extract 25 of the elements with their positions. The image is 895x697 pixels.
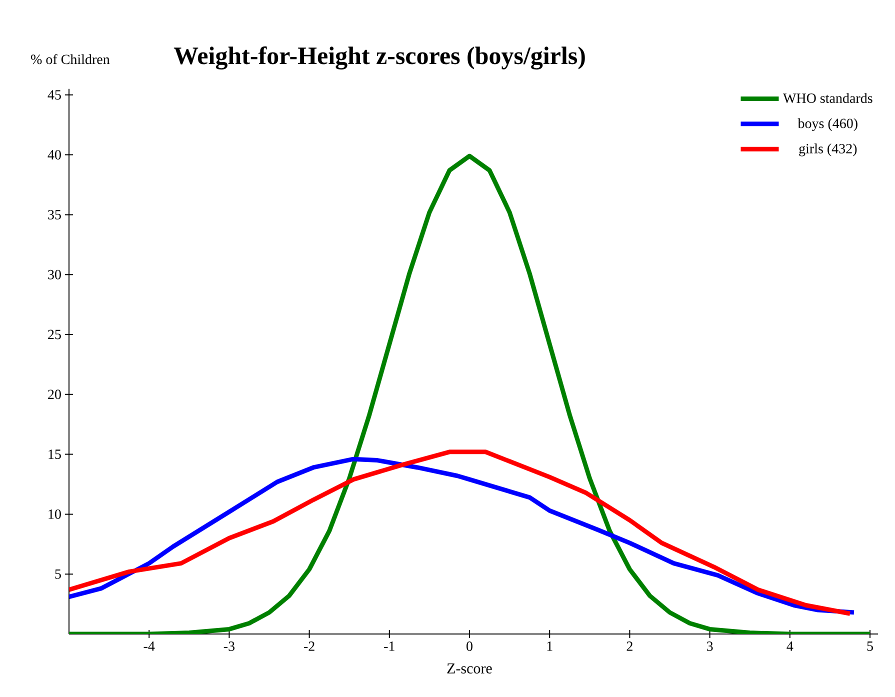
x-tick-label: 4: [786, 642, 794, 651]
x-tick-label: -4: [144, 642, 155, 651]
x-axis-title: Z-score: [447, 664, 492, 674]
y-tick-label: 30: [48, 270, 61, 280]
x-tick-label: -3: [224, 642, 234, 651]
y-tick-label: 25: [48, 330, 61, 340]
y-tick-label: 15: [48, 450, 61, 459]
y-tick-label: 35: [48, 210, 61, 220]
x-tick-label: -1: [384, 642, 394, 651]
y-tick-label: 20: [48, 390, 61, 400]
x-tick-label: 0: [466, 642, 472, 651]
y-axis-title: % of Children: [31, 54, 110, 64]
x-tick-label: 2: [626, 642, 632, 651]
y-tick-label: 5: [55, 569, 61, 579]
x-tick-label: 3: [706, 642, 713, 651]
legend-label: girls (432): [799, 144, 857, 156]
y-tick-label: 40: [48, 150, 61, 160]
y-tick-label: 10: [48, 509, 61, 519]
y-tick-label: 45: [48, 90, 61, 100]
x-tick-label: -2: [304, 642, 314, 651]
legend-label: boys (460): [798, 118, 858, 132]
legend-label: WHO standards: [783, 93, 872, 104]
x-tick-label: 5: [867, 642, 873, 651]
chart-title: Weight-for-Height z-scores (boys/girls): [174, 46, 585, 70]
x-tick-label: 1: [547, 642, 552, 651]
